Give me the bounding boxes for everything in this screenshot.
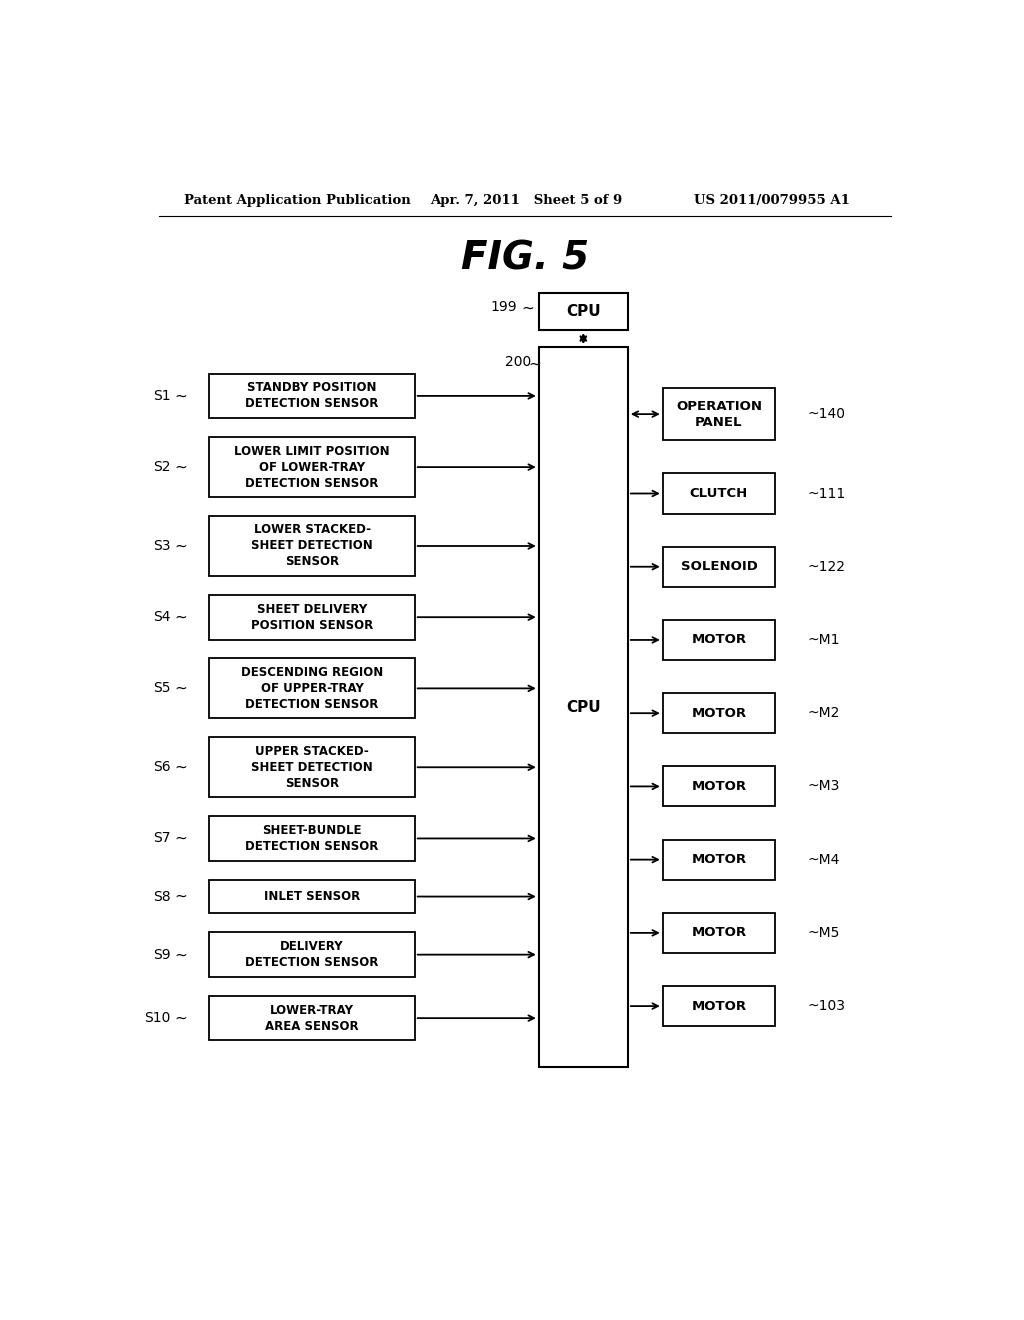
Bar <box>209 595 415 639</box>
Text: US 2011/0079955 A1: US 2011/0079955 A1 <box>693 194 850 207</box>
Text: UPPER STACKED-
SHEET DETECTION
SENSOR: UPPER STACKED- SHEET DETECTION SENSOR <box>251 744 373 789</box>
Text: ~: ~ <box>174 760 187 775</box>
Text: Apr. 7, 2011   Sheet 5 of 9: Apr. 7, 2011 Sheet 5 of 9 <box>430 194 623 207</box>
Text: S2: S2 <box>154 461 171 474</box>
Text: Patent Application Publication: Patent Application Publication <box>183 194 411 207</box>
Text: ~: ~ <box>174 539 187 553</box>
Bar <box>539 347 628 1067</box>
Bar <box>663 693 775 733</box>
Text: SHEET-BUNDLE
DETECTION SENSOR: SHEET-BUNDLE DETECTION SENSOR <box>246 824 379 853</box>
Text: S9: S9 <box>153 948 171 962</box>
Text: ~M2: ~M2 <box>808 706 840 721</box>
Bar <box>209 659 415 718</box>
Text: ~111: ~111 <box>808 487 846 500</box>
Text: ~: ~ <box>528 356 542 371</box>
Text: ~122: ~122 <box>808 560 846 574</box>
Text: MOTOR: MOTOR <box>691 706 746 719</box>
Bar <box>663 913 775 953</box>
Bar <box>209 932 415 977</box>
Text: ~140: ~140 <box>808 407 846 421</box>
Bar <box>209 879 415 913</box>
Text: ~103: ~103 <box>808 999 846 1012</box>
Text: FIG. 5: FIG. 5 <box>461 239 589 277</box>
Bar <box>209 738 415 797</box>
Text: ~: ~ <box>174 890 187 904</box>
Text: ~M4: ~M4 <box>808 853 840 867</box>
Text: CPU: CPU <box>566 304 601 319</box>
Text: INLET SENSOR: INLET SENSOR <box>264 890 360 903</box>
Text: STANDBY POSITION
DETECTION SENSOR: STANDBY POSITION DETECTION SENSOR <box>246 381 379 411</box>
Bar <box>663 546 775 587</box>
Text: DESCENDING REGION
OF UPPER-TRAY
DETECTION SENSOR: DESCENDING REGION OF UPPER-TRAY DETECTIO… <box>241 665 383 711</box>
Text: SOLENOID: SOLENOID <box>681 560 758 573</box>
Text: LOWER STACKED-
SHEET DETECTION
SENSOR: LOWER STACKED- SHEET DETECTION SENSOR <box>251 524 373 569</box>
Bar <box>663 767 775 807</box>
Text: ~: ~ <box>174 948 187 962</box>
Bar <box>209 516 415 576</box>
Text: MOTOR: MOTOR <box>691 999 746 1012</box>
Text: MOTOR: MOTOR <box>691 853 746 866</box>
Bar <box>209 816 415 861</box>
Text: CPU: CPU <box>566 700 601 714</box>
Text: ~M5: ~M5 <box>808 925 840 940</box>
Bar <box>663 474 775 513</box>
Text: S8: S8 <box>153 890 171 904</box>
Bar <box>663 840 775 879</box>
Text: SHEET DELIVERY
POSITION SENSOR: SHEET DELIVERY POSITION SENSOR <box>251 603 373 632</box>
Text: ~: ~ <box>174 459 187 475</box>
Text: S6: S6 <box>153 760 171 775</box>
Text: ~M3: ~M3 <box>808 779 840 793</box>
Text: S3: S3 <box>154 539 171 553</box>
Text: ~: ~ <box>174 1011 187 1026</box>
Bar <box>209 995 415 1040</box>
Text: DELIVERY
DETECTION SENSOR: DELIVERY DETECTION SENSOR <box>246 940 379 969</box>
Text: ~: ~ <box>174 388 187 404</box>
Text: S5: S5 <box>154 681 171 696</box>
Bar <box>209 374 415 418</box>
Text: S4: S4 <box>154 610 171 624</box>
Text: MOTOR: MOTOR <box>691 927 746 940</box>
Text: LOWER LIMIT POSITION
OF LOWER-TRAY
DETECTION SENSOR: LOWER LIMIT POSITION OF LOWER-TRAY DETEC… <box>234 445 390 490</box>
Text: MOTOR: MOTOR <box>691 780 746 793</box>
Text: ~: ~ <box>174 681 187 696</box>
Text: LOWER-TRAY
AREA SENSOR: LOWER-TRAY AREA SENSOR <box>265 1003 358 1032</box>
Bar <box>663 620 775 660</box>
Bar <box>209 437 415 498</box>
Text: CLUTCH: CLUTCH <box>690 487 749 500</box>
Text: ~: ~ <box>521 301 535 315</box>
Text: 199: 199 <box>490 300 517 314</box>
Text: MOTOR: MOTOR <box>691 634 746 647</box>
Bar <box>663 388 775 441</box>
Bar <box>663 986 775 1026</box>
Text: ~: ~ <box>174 832 187 846</box>
Text: 200: 200 <box>505 355 531 370</box>
Text: S1: S1 <box>153 389 171 403</box>
Text: OPERATION
PANEL: OPERATION PANEL <box>676 400 762 429</box>
Text: S7: S7 <box>154 832 171 845</box>
Text: S10: S10 <box>144 1011 171 1026</box>
Bar <box>539 293 628 330</box>
Text: ~: ~ <box>174 610 187 624</box>
Text: ~M1: ~M1 <box>808 634 840 647</box>
